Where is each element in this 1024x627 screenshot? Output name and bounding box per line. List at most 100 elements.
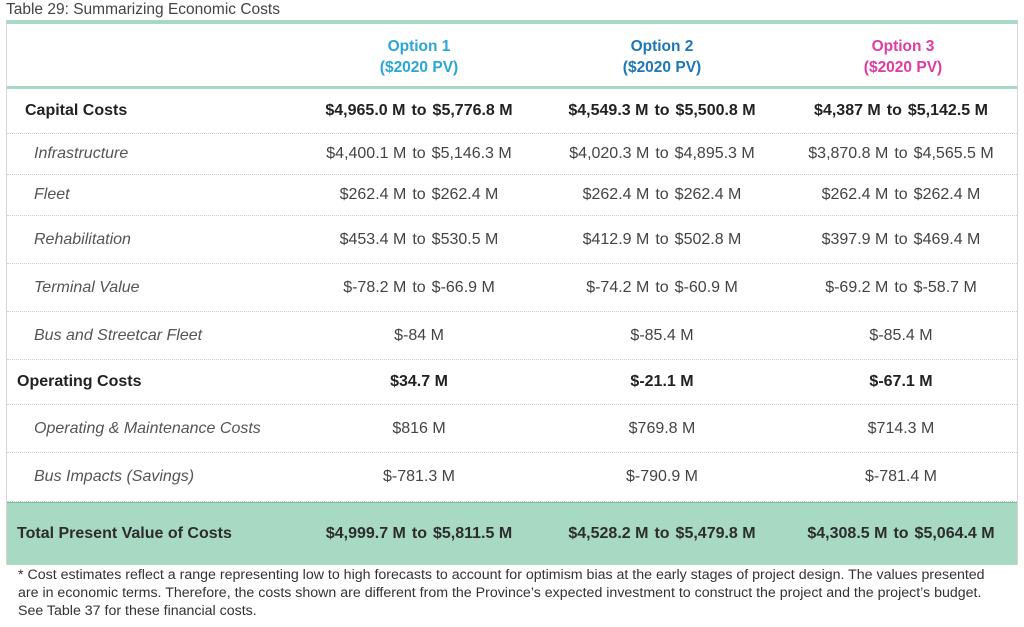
value: $816 M <box>392 419 446 437</box>
table-row: Operating Costs $34.7 M $-21.1 M $-67.1 M <box>7 360 1017 405</box>
range-high: $5,064.4 M <box>914 525 995 542</box>
column-subtitle: ($2020 PV) <box>622 59 702 76</box>
range-low: $4,020.3 M <box>569 145 650 162</box>
value-option-1: $816 M <box>299 405 539 452</box>
range-low: $412.9 M <box>582 230 650 248</box>
table-row: Bus Impacts (Savings) $-781.3 M $-790.9 M $… <box>7 453 1017 502</box>
range-high: $5,479.8 M <box>675 525 756 542</box>
value-option-3: $-85.4 M <box>783 312 1019 359</box>
value: $769.8 M <box>628 419 696 437</box>
economic-costs-table: Option 1 ($2020 PV) Option 2 ($2020 PV) … <box>6 20 1018 565</box>
value-option-1: $453.4 M to $530.5 M <box>299 216 539 263</box>
column-title: Option 3 <box>871 38 935 55</box>
row-label: Capital Costs <box>25 102 128 119</box>
value-option-2: $4,020.3 M to $4,895.3 M <box>542 134 782 174</box>
range-separator: to <box>654 525 670 542</box>
value-option-2: $412.9 M to $502.8 M <box>542 216 782 263</box>
value-option-1: $262.4 M to $262.4 M <box>299 175 539 215</box>
table-row: Bus and Streetcar Fleet $-84 M $-85.4 M $-8… <box>7 312 1017 360</box>
range-high: $5,500.8 M <box>675 102 756 119</box>
value: $-85.4 M <box>869 326 933 344</box>
total-value-option-1: $4,999.7 M to $5,811.5 M <box>299 503 539 565</box>
table-caption: Table 29: Summarizing Economic Costs <box>6 1 280 18</box>
range-separator: to <box>894 278 908 296</box>
value: $-85.4 M <box>630 326 694 344</box>
value: $-67.1 M <box>869 373 933 390</box>
value: $714.3 M <box>867 419 935 437</box>
row-label: Terminal Value <box>34 278 140 296</box>
value-option-1: $4,400.1 M to $5,146.3 M <box>299 134 539 174</box>
value-option-2: $-85.4 M <box>542 312 782 359</box>
range-separator: to <box>886 102 902 119</box>
range-separator: to <box>894 230 908 248</box>
range-low: $-74.2 M <box>586 278 650 296</box>
value-option-1: $-78.2 M to $-66.9 M <box>299 264 539 311</box>
column-header-option-3: Option 3 ($2020 PV) <box>783 36 1023 78</box>
table-row: Rehabilitation $453.4 M to $530.5 M $412.9 M… <box>7 216 1017 264</box>
value: $-781.3 M <box>382 468 456 485</box>
range-high: $5,146.3 M <box>431 145 512 162</box>
range-low: $4,549.3 M <box>568 102 649 119</box>
range-separator: to <box>894 186 908 203</box>
range-separator: to <box>893 525 909 542</box>
value: $-21.1 M <box>630 373 694 390</box>
range-low: $4,308.5 M <box>807 525 888 542</box>
range-high: $4,565.5 M <box>913 145 994 162</box>
value-option-1: $-84 M <box>299 312 539 359</box>
column-header-option-1: Option 1 ($2020 PV) <box>299 36 539 78</box>
row-label: Rehabilitation <box>34 230 131 248</box>
range-low: $-78.2 M <box>343 278 407 296</box>
range-low: $3,870.8 M <box>808 145 889 162</box>
row-label: Operating & Maintenance Costs <box>34 419 261 437</box>
range-separator: to <box>655 186 669 203</box>
range-low: $262.4 M <box>821 186 889 203</box>
range-high: $5,776.8 M <box>432 102 513 119</box>
range-separator: to <box>412 230 426 248</box>
range-separator: to <box>655 278 669 296</box>
value-option-3: $714.3 M <box>783 405 1019 452</box>
range-low: $-69.2 M <box>825 278 889 296</box>
value-option-3: $4,387 M to $5,142.5 M <box>783 89 1019 133</box>
table-row: Operating & Maintenance Costs $816 M $769.… <box>7 405 1017 453</box>
row-label: Infrastructure <box>34 145 129 162</box>
value: $-781.4 M <box>864 468 938 485</box>
value-option-1: $-781.3 M <box>299 453 539 501</box>
range-high: $502.8 M <box>674 230 742 248</box>
table-header-row: Option 1 ($2020 PV) Option 2 ($2020 PV) … <box>7 24 1017 89</box>
value-option-3: $-781.4 M <box>783 453 1019 501</box>
column-title: Option 1 <box>387 38 451 55</box>
value-option-3: $262.4 M to $262.4 M <box>783 175 1019 215</box>
column-subtitle: ($2020 PV) <box>863 59 943 76</box>
row-label: Bus Impacts (Savings) <box>34 468 195 485</box>
range-separator: to <box>412 186 426 203</box>
footnote: * Cost estimates reflect a range represe… <box>18 567 985 619</box>
range-high: $262.4 M <box>913 186 981 203</box>
range-high: $262.4 M <box>674 186 742 203</box>
range-low: $4,528.2 M <box>568 525 649 542</box>
value-option-2: $769.8 M <box>542 405 782 452</box>
range-separator: to <box>412 145 426 162</box>
value-option-2: $-790.9 M <box>542 453 782 501</box>
range-high: $-58.7 M <box>913 278 977 296</box>
value: $-790.9 M <box>625 468 699 485</box>
range-separator: to <box>655 145 669 162</box>
range-high: $5,811.5 M <box>433 525 513 542</box>
total-row: Total Present Value of Costs $4,999.7 M … <box>7 502 1017 565</box>
range-separator: to <box>655 230 669 248</box>
value-option-3: $397.9 M to $469.4 M <box>783 216 1019 263</box>
range-low: $397.9 M <box>821 230 889 248</box>
value-option-1: $4,965.0 M to $5,776.8 M <box>299 89 539 133</box>
value-option-3: $3,870.8 M to $4,565.5 M <box>783 134 1019 174</box>
range-high: $-66.9 M <box>431 278 495 296</box>
range-low: $4,965.0 M <box>325 102 406 119</box>
range-low: $453.4 M <box>339 230 407 248</box>
range-high: $-60.9 M <box>674 278 738 296</box>
value-option-2: $-74.2 M to $-60.9 M <box>542 264 782 311</box>
total-value-option-2: $4,528.2 M to $5,479.8 M <box>542 503 782 565</box>
value: $-84 M <box>394 326 444 344</box>
value-option-3: $-69.2 M to $-58.7 M <box>783 264 1019 311</box>
value-option-3: $-67.1 M <box>783 360 1019 404</box>
range-separator: to <box>894 145 908 162</box>
range-high: $469.4 M <box>913 230 981 248</box>
range-high: $530.5 M <box>431 230 499 248</box>
